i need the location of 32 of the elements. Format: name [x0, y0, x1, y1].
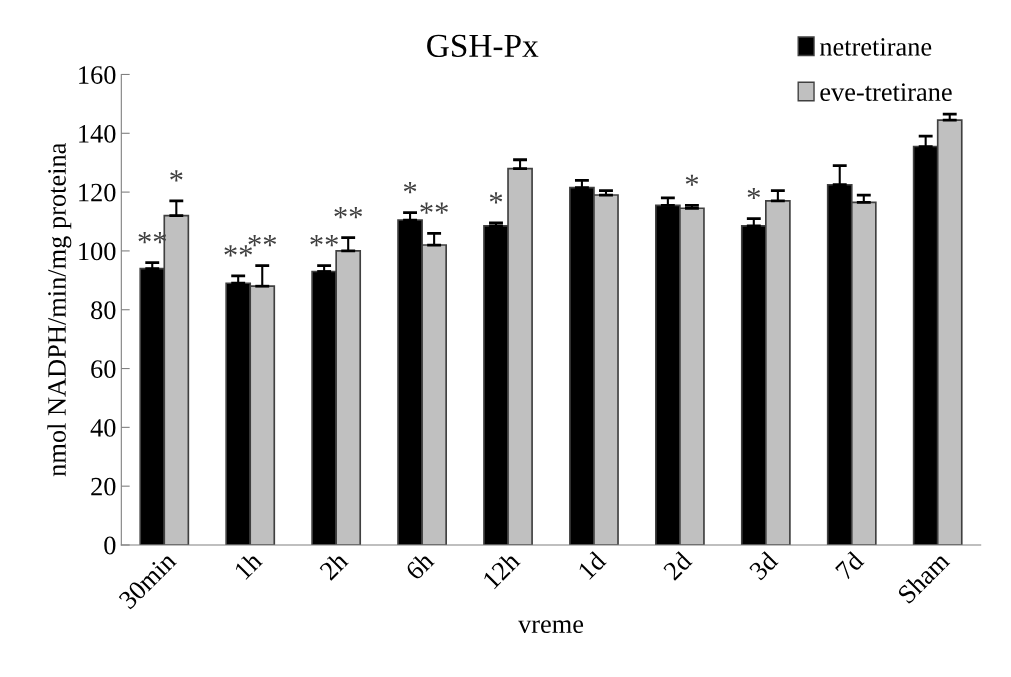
annotation: **	[420, 202, 448, 214]
y-tick-label: 0	[104, 536, 116, 555]
annotation: *	[747, 187, 760, 200]
y-tick-label: 120	[79, 183, 116, 202]
legend-label: eve-tretirane	[820, 83, 952, 101]
x-tick-label: 1h	[233, 550, 263, 580]
y-tick-label: 60	[91, 360, 116, 378]
y-tick-label: 160	[79, 66, 116, 84]
annotation: **	[248, 234, 277, 247]
x-tick-label: 3d	[748, 550, 779, 581]
x-axis-title: vreme	[518, 620, 584, 634]
x-tick-label: 2h	[318, 550, 349, 581]
x-tick-label: 1d	[576, 550, 607, 580]
annotation: **	[224, 245, 253, 257]
annotation: *	[489, 192, 503, 204]
annotation: **	[310, 234, 338, 247]
x-tick-label: 12h	[481, 550, 521, 590]
x-tick-label: 7d	[834, 550, 865, 581]
chart-title: GSH-Px	[427, 34, 539, 58]
legend-label: netretirane	[819, 38, 932, 56]
y-tick-label: 140	[79, 124, 116, 143]
y-tick-label: 40	[90, 418, 116, 437]
annotation: *	[685, 174, 699, 186]
y-tick-label: 100	[79, 242, 116, 261]
x-tick-label: 2d	[662, 550, 693, 581]
x-tick-label: 6h	[404, 550, 435, 581]
annotation: **	[334, 207, 363, 219]
y-axis-title: nmol NADPH/min/mg proteina	[47, 142, 72, 477]
annotation: *	[403, 182, 417, 194]
y-tick-label: 20	[91, 477, 116, 496]
y-tick-label: 80	[91, 301, 116, 320]
annotation: *	[170, 170, 183, 182]
